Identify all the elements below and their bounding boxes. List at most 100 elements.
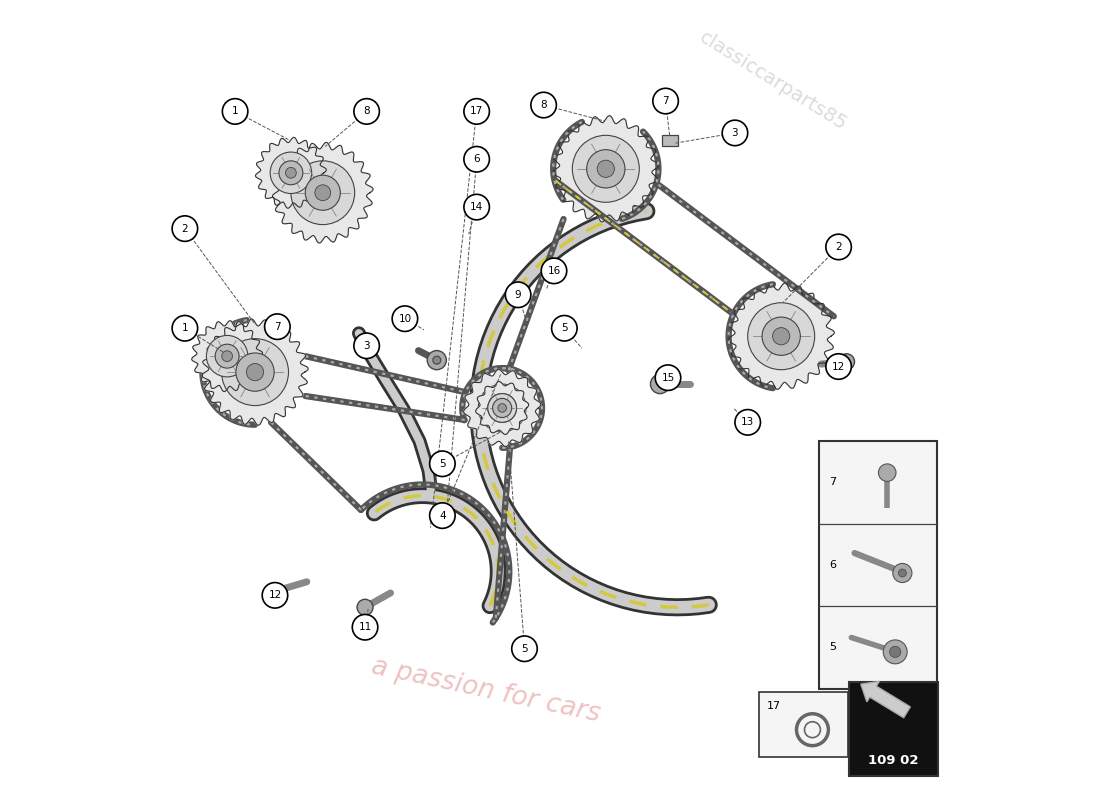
Text: 6: 6 bbox=[829, 560, 836, 570]
Text: 1: 1 bbox=[182, 323, 188, 334]
Text: 11: 11 bbox=[359, 622, 372, 632]
Circle shape bbox=[893, 563, 912, 582]
Text: 5: 5 bbox=[521, 644, 528, 654]
Polygon shape bbox=[552, 116, 659, 222]
Circle shape bbox=[172, 216, 198, 242]
Circle shape bbox=[221, 338, 288, 406]
Polygon shape bbox=[202, 319, 308, 426]
Text: 2: 2 bbox=[182, 223, 188, 234]
Circle shape bbox=[354, 333, 379, 358]
Circle shape bbox=[306, 175, 340, 210]
Circle shape bbox=[464, 98, 490, 124]
Text: 5: 5 bbox=[561, 323, 568, 334]
Text: 7: 7 bbox=[274, 322, 280, 332]
Text: 13: 13 bbox=[741, 418, 755, 427]
Text: 12: 12 bbox=[832, 362, 845, 371]
Circle shape bbox=[586, 150, 625, 188]
Text: 2: 2 bbox=[835, 242, 842, 252]
Text: 3: 3 bbox=[732, 128, 738, 138]
Circle shape bbox=[723, 120, 748, 146]
Circle shape bbox=[279, 161, 302, 185]
Text: 17: 17 bbox=[470, 106, 483, 117]
Text: 3: 3 bbox=[363, 341, 370, 350]
Circle shape bbox=[890, 646, 901, 658]
Text: 12: 12 bbox=[268, 590, 282, 600]
Circle shape bbox=[512, 636, 537, 662]
Bar bbox=[759, 692, 848, 757]
Circle shape bbox=[464, 194, 490, 220]
Polygon shape bbox=[273, 142, 373, 243]
Circle shape bbox=[487, 394, 517, 422]
Text: 17: 17 bbox=[767, 702, 781, 711]
Polygon shape bbox=[728, 283, 834, 390]
Polygon shape bbox=[363, 340, 373, 350]
Text: 8: 8 bbox=[540, 100, 547, 110]
Circle shape bbox=[826, 234, 851, 260]
Circle shape bbox=[541, 258, 567, 284]
Circle shape bbox=[271, 152, 311, 194]
Polygon shape bbox=[661, 135, 678, 146]
Circle shape bbox=[496, 402, 508, 414]
Circle shape bbox=[430, 503, 455, 528]
Circle shape bbox=[216, 344, 239, 368]
Text: 8: 8 bbox=[363, 106, 370, 117]
Circle shape bbox=[498, 404, 506, 412]
Circle shape bbox=[393, 306, 418, 331]
Circle shape bbox=[772, 328, 790, 345]
Polygon shape bbox=[475, 382, 529, 434]
Bar bbox=[849, 682, 938, 776]
Text: classiccarparts85: classiccarparts85 bbox=[696, 28, 850, 134]
Circle shape bbox=[597, 160, 615, 178]
Circle shape bbox=[427, 350, 447, 370]
Text: 15: 15 bbox=[661, 373, 674, 382]
Circle shape bbox=[430, 451, 455, 477]
Text: 109 02: 109 02 bbox=[868, 754, 918, 766]
Polygon shape bbox=[255, 138, 327, 208]
Circle shape bbox=[505, 282, 531, 307]
Circle shape bbox=[478, 384, 526, 432]
Circle shape bbox=[735, 410, 760, 435]
Circle shape bbox=[354, 98, 379, 124]
Text: 7: 7 bbox=[662, 96, 669, 106]
Text: 4: 4 bbox=[439, 510, 446, 521]
Polygon shape bbox=[463, 370, 541, 446]
Circle shape bbox=[572, 135, 639, 202]
Circle shape bbox=[762, 317, 801, 355]
Circle shape bbox=[172, 315, 198, 341]
Circle shape bbox=[487, 394, 517, 422]
Text: 1: 1 bbox=[232, 106, 239, 117]
Circle shape bbox=[315, 185, 331, 201]
Circle shape bbox=[650, 374, 670, 394]
Circle shape bbox=[652, 88, 679, 114]
Circle shape bbox=[207, 335, 248, 377]
Bar bbox=[820, 442, 937, 689]
Text: 9: 9 bbox=[515, 290, 521, 300]
Circle shape bbox=[656, 365, 681, 390]
Text: 7: 7 bbox=[829, 478, 836, 487]
Polygon shape bbox=[191, 321, 263, 391]
Circle shape bbox=[838, 354, 855, 370]
Circle shape bbox=[493, 398, 512, 418]
Circle shape bbox=[551, 315, 578, 341]
Circle shape bbox=[748, 302, 815, 370]
Circle shape bbox=[267, 583, 283, 599]
Text: 6: 6 bbox=[473, 154, 480, 164]
Circle shape bbox=[464, 146, 490, 172]
Text: 5: 5 bbox=[829, 642, 836, 652]
Text: a passion for cars: a passion for cars bbox=[370, 654, 603, 728]
Circle shape bbox=[358, 599, 373, 615]
Circle shape bbox=[222, 350, 232, 362]
Circle shape bbox=[432, 356, 441, 364]
Circle shape bbox=[531, 92, 557, 118]
Circle shape bbox=[883, 640, 908, 664]
Text: 5: 5 bbox=[439, 458, 446, 469]
Circle shape bbox=[265, 314, 290, 339]
Circle shape bbox=[352, 614, 377, 640]
Circle shape bbox=[246, 363, 264, 381]
FancyArrow shape bbox=[861, 682, 911, 718]
Text: 10: 10 bbox=[398, 314, 411, 324]
Circle shape bbox=[826, 354, 851, 379]
Circle shape bbox=[899, 569, 906, 577]
Circle shape bbox=[235, 353, 274, 391]
Circle shape bbox=[290, 161, 354, 225]
